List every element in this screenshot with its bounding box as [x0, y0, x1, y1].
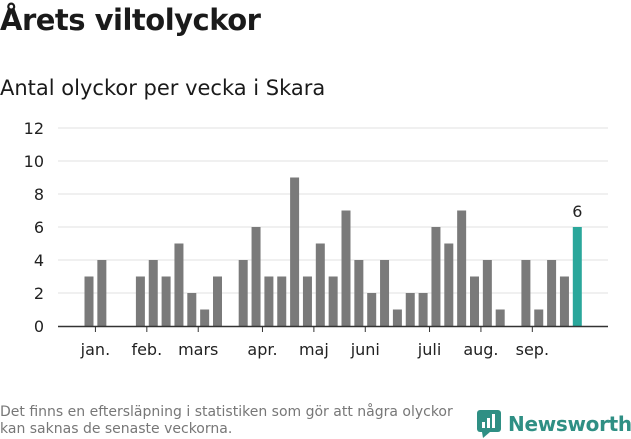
y-tick-label: 2	[34, 284, 44, 303]
bar	[341, 210, 351, 326]
bar	[84, 276, 94, 326]
bar	[392, 309, 402, 326]
bar	[174, 243, 184, 326]
x-tick-label: sep.	[516, 340, 549, 359]
bar	[405, 293, 415, 326]
footnote: Det finns en eftersläpning i statistiken…	[0, 404, 453, 437]
x-tick-label: maj	[299, 340, 329, 359]
bar	[213, 276, 222, 326]
chart-subtitle: Antal olyckor per vecka i Skara	[0, 76, 326, 100]
bar	[444, 243, 454, 326]
y-tick-label: 4	[34, 251, 44, 270]
brand-name: Newsworthy	[508, 412, 631, 436]
bar	[148, 260, 158, 326]
y-tick-label: 6	[34, 218, 44, 237]
chart-title: Årets viltolyckor	[0, 3, 261, 37]
bar	[238, 260, 248, 326]
x-tick-label: jan.	[80, 340, 110, 359]
y-tick-label: 12	[24, 119, 44, 138]
x-tick-label: feb.	[131, 340, 162, 359]
bar	[187, 293, 197, 326]
x-tick-label: aug.	[463, 340, 498, 359]
highlight-value-label: 6	[572, 202, 582, 221]
bar	[277, 276, 287, 326]
bar	[200, 309, 210, 326]
bar	[482, 260, 492, 326]
x-tick-label: juni	[350, 340, 380, 359]
y-tick-label: 8	[34, 185, 44, 204]
bar	[521, 260, 531, 326]
bar	[135, 276, 145, 326]
bar	[367, 293, 377, 326]
bar	[161, 276, 171, 326]
bar	[251, 227, 261, 326]
bar	[290, 177, 300, 326]
bar	[431, 227, 441, 326]
bar	[354, 260, 364, 326]
x-tick-label: mars	[178, 340, 218, 359]
bar	[315, 243, 325, 326]
bar	[328, 276, 338, 326]
bar-highlight	[572, 227, 582, 326]
newsworthy-logo: Newsworthy	[476, 409, 631, 439]
bar-chart: 0 2 4 6 8 10 12 6 jan. feb. mars apr. maj juni juli aug…	[24, 119, 608, 359]
bar	[534, 309, 544, 326]
bar	[380, 260, 390, 326]
y-tick-label: 0	[34, 317, 44, 336]
y-tick-label: 10	[24, 152, 44, 171]
x-tick-label: juli	[417, 340, 441, 359]
bar	[302, 276, 312, 326]
bar	[547, 260, 557, 326]
bar	[264, 276, 274, 326]
bar	[470, 276, 479, 326]
bar	[418, 293, 428, 326]
bar	[495, 309, 505, 326]
bar	[97, 260, 107, 326]
bar	[559, 276, 569, 326]
x-tick-label: apr.	[247, 340, 277, 359]
newsworthy-icon	[477, 410, 501, 438]
bar	[457, 210, 467, 326]
